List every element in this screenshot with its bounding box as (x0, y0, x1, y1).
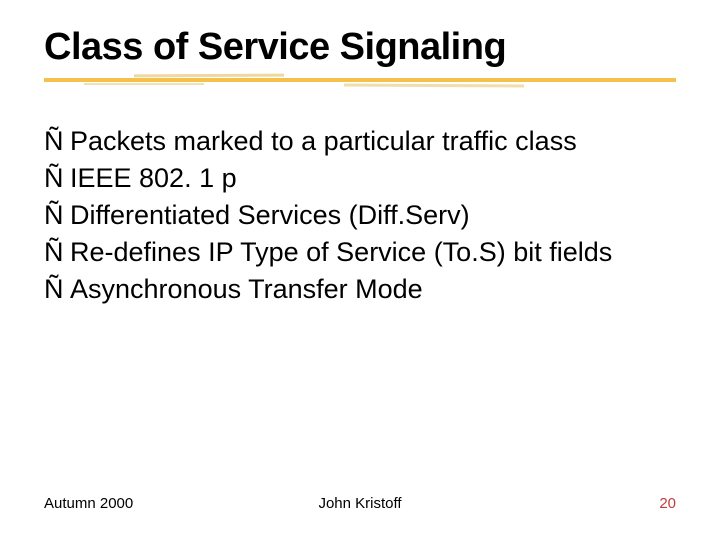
bullet-glyph: Ñ (44, 124, 70, 159)
bullet-glyph: Ñ (44, 235, 70, 270)
bullet-list: ÑPackets marked to a particular traffic … (44, 124, 676, 307)
footer: Autumn 2000 John Kristoff 20 (0, 495, 720, 512)
bullet-text: Differentiated Services (Diff.Serv) (70, 198, 470, 233)
bullet-item: ÑPackets marked to a particular traffic … (44, 124, 676, 159)
underline-main (44, 78, 676, 82)
footer-center: John Kristoff (318, 495, 401, 512)
slide-title: Class of Service Signaling (44, 28, 676, 74)
slide: Class of Service Signaling ÑPackets mark… (0, 0, 720, 540)
footer-page-number: 20 (659, 495, 676, 512)
bullet-item: ÑRe-defines IP Type of Service (To.S) bi… (44, 235, 676, 270)
footer-left: Autumn 2000 (44, 495, 133, 512)
bullet-glyph: Ñ (44, 161, 70, 196)
bullet-item: ÑAsynchronous Transfer Mode (44, 272, 676, 307)
bullet-item: ÑIEEE 802. 1 p (44, 161, 676, 196)
bullet-text: Re-defines IP Type of Service (To.S) bit… (70, 235, 612, 270)
bullet-glyph: Ñ (44, 272, 70, 307)
title-underline (44, 72, 676, 90)
bullet-text: Asynchronous Transfer Mode (70, 272, 423, 307)
bullet-item: ÑDifferentiated Services (Diff.Serv) (44, 198, 676, 233)
bullet-glyph: Ñ (44, 198, 70, 233)
bullet-text: Packets marked to a particular traffic c… (70, 124, 577, 159)
bullet-text: IEEE 802. 1 p (70, 161, 237, 196)
